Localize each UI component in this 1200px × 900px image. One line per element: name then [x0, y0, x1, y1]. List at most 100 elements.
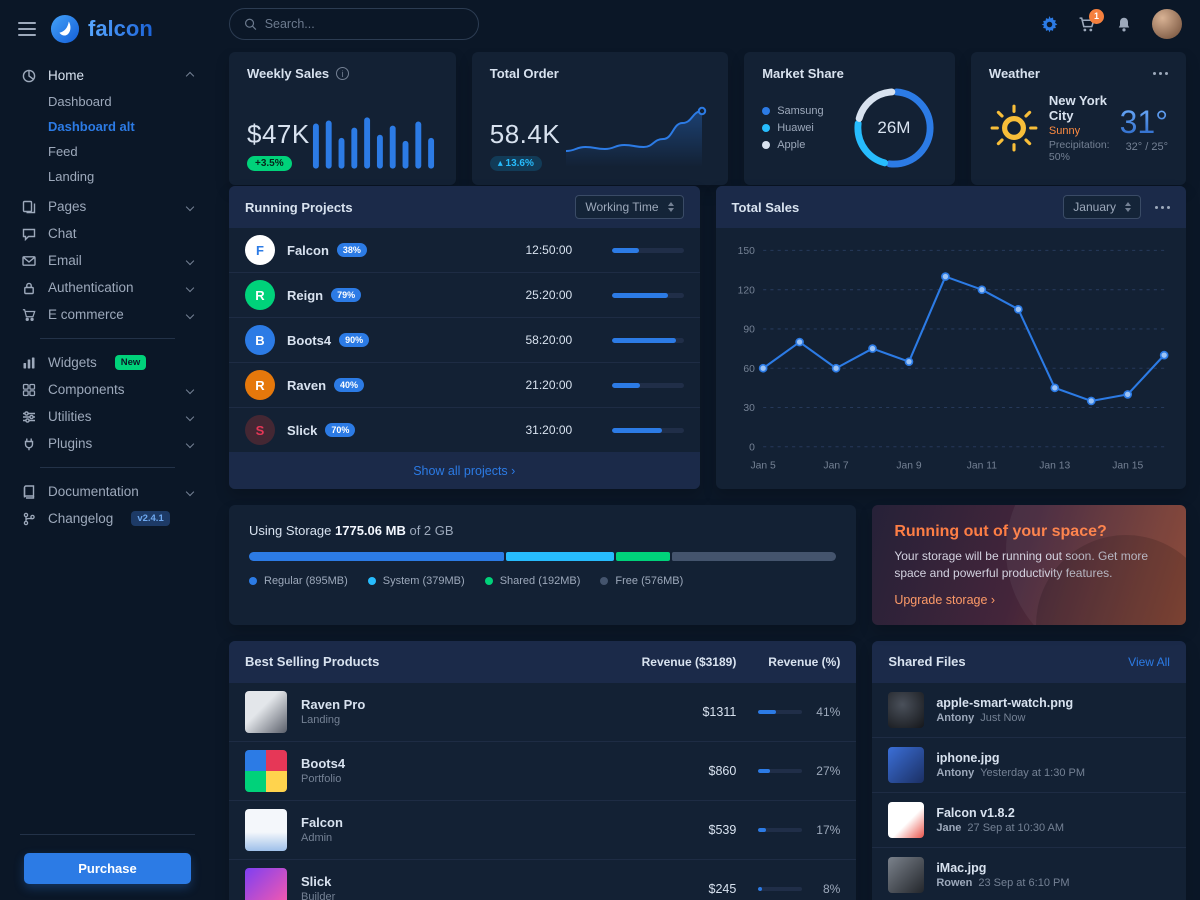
book-icon [20, 484, 38, 499]
chart-pie-icon [20, 69, 38, 83]
file-thumbnail [888, 856, 925, 893]
sidebar-item-documentation[interactable]: Documentation [20, 478, 195, 505]
product-name-link[interactable]: Raven Pro [301, 697, 366, 713]
storage-usage-bar [249, 552, 837, 562]
svg-text:Jan 5: Jan 5 [750, 461, 776, 472]
svg-text:60: 60 [743, 364, 755, 375]
upgrade-storage-link[interactable]: Upgrade storage › [894, 592, 996, 607]
sidebar-item-home[interactable]: Home [20, 62, 195, 89]
weekly-sales-bar-chart [312, 117, 434, 169]
file-name-link[interactable]: iMac.jpg [936, 860, 987, 875]
project-name-link[interactable]: Falcon [287, 242, 329, 258]
file-owner: Antony [936, 766, 975, 779]
sidebar-item-email[interactable]: Email [20, 247, 195, 274]
weekly-sales-card: Weekly Sales $47K +3.5% [229, 52, 456, 186]
sidebar-item-landing[interactable]: Landing [48, 169, 95, 184]
month-select[interactable]: January [1063, 195, 1141, 220]
svg-text:Jan 11: Jan 11 [966, 461, 996, 472]
file-row: Falcon v1.8.2 Jane 27 Sep at 10:30 AM [872, 793, 1186, 848]
project-name-link[interactable]: Reign [287, 287, 324, 303]
upgrade-space-card: Running out of your space? Your storage … [872, 505, 1186, 625]
total-order-delta-badge: ▴ 13.6% [489, 156, 542, 172]
storage-card: Using Storage 1775.06 MB of 2 GB Regular… [229, 505, 857, 625]
sidebar-item-pages[interactable]: Pages [20, 193, 195, 220]
search-input-wrapper [229, 8, 479, 41]
info-icon[interactable] [336, 67, 350, 81]
sidebar-item-ecommerce[interactable]: E commerce [20, 301, 195, 328]
file-thumbnail [888, 691, 925, 728]
project-percent-badge: 70% [325, 423, 356, 438]
sidebar-item-feed[interactable]: Feed [48, 144, 78, 159]
project-name-link[interactable]: Boots4 [287, 332, 332, 348]
dashboard-content: Weekly Sales $47K +3.5% Total Order 58.4… [215, 48, 1200, 900]
product-percent: 8% [822, 881, 841, 896]
file-name-link[interactable]: iphone.jpg [936, 750, 1000, 765]
sidebar-item-changelog[interactable]: Changelog v2.4.1 [20, 505, 195, 532]
legend-item: Apple [762, 139, 823, 151]
brand-logo[interactable]: falcon [50, 14, 153, 44]
settings-gear-button[interactable] [1041, 15, 1058, 33]
middle-row: Running Projects Working Time F Falcon 38… [229, 186, 1186, 490]
market-share-card: Market Share Samsung Huawei Apple 26M [744, 52, 955, 186]
legend-item: Regular (895MB) [249, 575, 348, 587]
ellipsis-menu-icon[interactable] [1155, 205, 1170, 209]
project-progress-bar [611, 247, 684, 253]
sidebar-item-dashboard-alt[interactable]: Dashboard alt [48, 119, 135, 134]
project-avatar: B [245, 325, 275, 356]
product-percent: 27% [816, 763, 841, 778]
svg-text:90: 90 [743, 325, 755, 336]
project-row: S Slick 70% 31:20:00 [229, 408, 700, 452]
sidebar-item-chat[interactable]: Chat [20, 220, 195, 247]
user-avatar[interactable] [1152, 9, 1182, 40]
file-timestamp: 23 Sep at 6:10 PM [978, 876, 1070, 889]
sidebar-divider [40, 338, 175, 339]
notifications-button[interactable] [1116, 16, 1132, 33]
sidebar-item-authentication[interactable]: Authentication [20, 274, 195, 301]
topbar: 1 [215, 0, 1200, 48]
total-order-card: Total Order 58.4K ▴ 13.6% [471, 52, 729, 186]
file-name-link[interactable]: Falcon v1.8.2 [936, 805, 1015, 820]
chat-icon [20, 227, 38, 241]
show-all-projects-link[interactable]: Show all projects › [413, 463, 516, 478]
file-timestamp: 27 Sep at 10:30 AM [967, 821, 1065, 834]
search-input[interactable] [264, 17, 464, 32]
sidebar-item-dashboard[interactable]: Dashboard [48, 94, 112, 109]
project-time: 12:50:00 [525, 243, 573, 258]
chevron-down-icon [185, 412, 195, 421]
product-category: Landing [301, 714, 341, 727]
running-projects-card: Running Projects Working Time F Falcon 38… [229, 186, 700, 490]
sidebar-item-widgets[interactable]: Widgets New [20, 349, 195, 376]
cart-count-badge: 1 [1089, 8, 1104, 24]
project-row: F Falcon 38% 12:50:00 [229, 228, 700, 274]
sidebar-item-utilities[interactable]: Utilities [20, 403, 195, 430]
new-badge: New [114, 355, 147, 370]
project-name-link[interactable]: Slick [287, 422, 318, 438]
file-owner: Jane [936, 821, 962, 834]
chevron-down-icon [185, 202, 195, 211]
weather-range: 32° / 25° [1125, 140, 1168, 153]
file-name-link[interactable]: apple-smart-watch.png [936, 695, 1074, 710]
project-percent-badge: 38% [336, 243, 367, 258]
sidebar-item-plugins[interactable]: Plugins [20, 430, 195, 457]
ellipsis-menu-icon[interactable] [1153, 72, 1168, 76]
version-badge: v2.4.1 [131, 511, 170, 526]
working-time-select[interactable]: Working Time [575, 195, 684, 220]
svg-text:120: 120 [737, 285, 754, 296]
project-avatar: R [245, 370, 275, 401]
best-selling-products-card: Best Selling Products Revenue ($3189) Re… [229, 640, 857, 900]
menu-toggle-button[interactable] [18, 22, 36, 36]
product-name-link[interactable]: Falcon [301, 815, 343, 831]
sidebar-item-components[interactable]: Components [20, 376, 195, 403]
view-all-link[interactable]: View All [1128, 654, 1170, 669]
weather-condition: Sunny [1048, 125, 1081, 138]
product-name-link[interactable]: Slick [301, 874, 332, 890]
product-category: Builder [301, 891, 336, 900]
legend-dot [600, 577, 609, 586]
project-name-link[interactable]: Raven [287, 377, 327, 393]
purchase-button[interactable]: Purchase [24, 853, 191, 884]
product-name-link[interactable]: Boots4 [301, 756, 346, 772]
chevron-down-icon [185, 385, 195, 394]
legend-dot [762, 124, 771, 133]
project-row: B Boots4 90% 58:20:00 [229, 318, 700, 364]
cart-button[interactable]: 1 [1078, 8, 1104, 33]
